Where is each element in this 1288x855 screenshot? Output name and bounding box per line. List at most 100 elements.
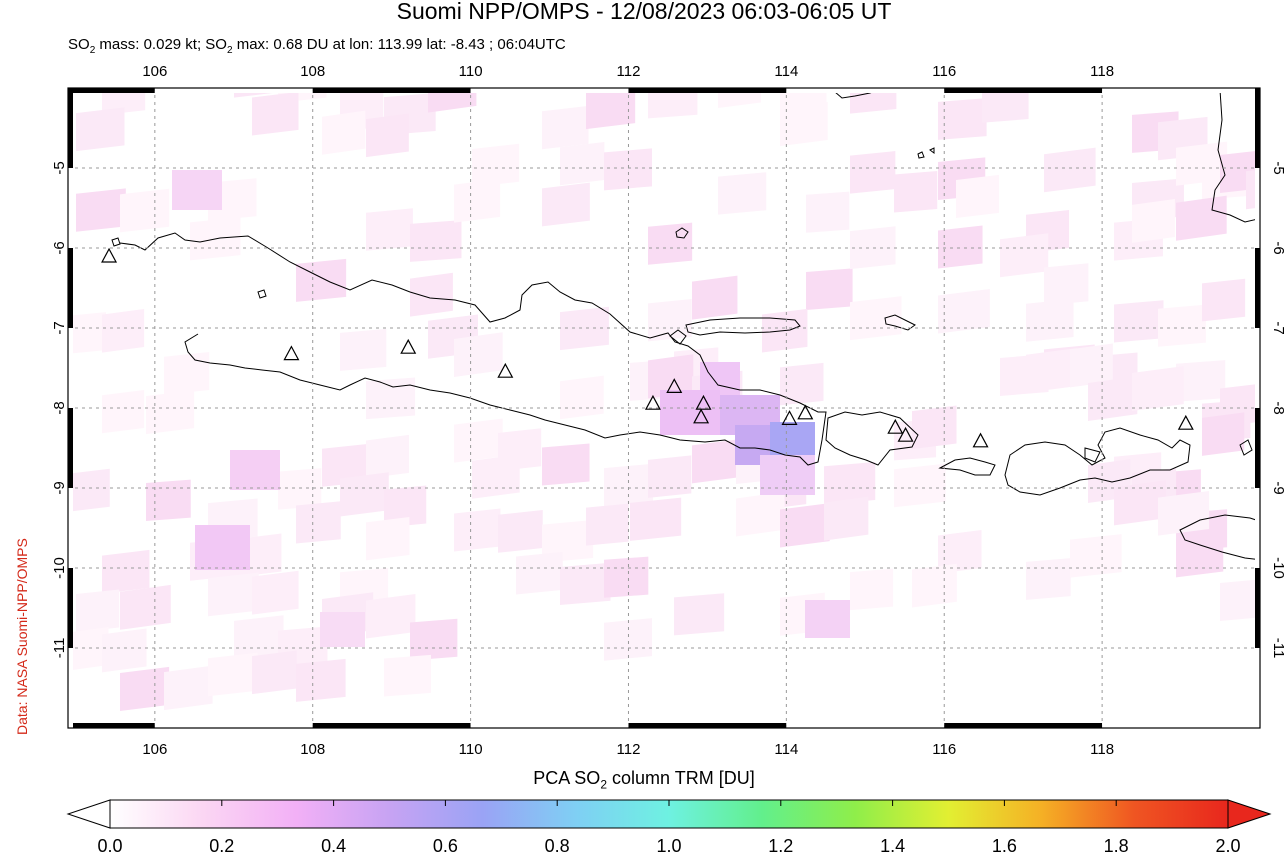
lon-tick-bottom: 112 [617,741,641,758]
frame-bar-left [68,328,73,408]
so2-pixel [1132,198,1175,243]
so2-pixel [1220,578,1260,621]
lat-tick-right: -11 [1270,638,1287,659]
so2-pixel [938,225,983,269]
so2-pixel [384,485,427,528]
so2-pixel [366,44,410,87]
chart-title: Suomi NPP/OMPS - 12/08/2023 06:03-06:05 … [396,0,892,24]
bali-coastline [825,411,919,466]
frame-bar-top [470,88,629,93]
colorbar-tick-label: 2.0 [1215,836,1240,855]
volcano-marker [666,378,683,393]
so2-pixel [982,88,1029,123]
volcano-markers [101,247,1194,448]
so2-pixel [208,652,258,697]
islet-4 [257,289,267,299]
frame-bar-bottom [312,723,471,728]
lon-tick-bottom: 110 [459,741,483,758]
so2-pixel [1132,366,1184,411]
so2-pixel [340,328,387,371]
frame-bar-right [1255,168,1260,248]
so2-pixel [648,88,698,119]
so2-pixel [76,589,120,633]
map-frame [67,87,1261,729]
so2-pixel [736,491,785,537]
lombok-coastline [938,457,996,476]
so2-pixel [1176,141,1228,186]
so2-pixel [1070,534,1122,578]
so2-pixel [410,272,453,317]
volcano-marker [497,362,514,378]
subtitle-mid1: mass: 0.029 kt; SO [95,36,227,53]
frame-bar-left [68,88,73,168]
so2-pixel [296,501,341,544]
so2-pixel [648,455,692,498]
lat-tick-left: -7 [51,321,68,334]
so2-pixel-layer [68,0,1270,712]
so2-pixel [542,520,594,563]
volcano-marker [972,432,989,448]
so2-pixel [1202,412,1245,456]
so2-pixel [1000,233,1049,278]
frame-bar-left [68,168,73,248]
lon-tick-bottom: 106 [142,741,167,758]
sulawesi-coastline [1211,89,1260,223]
frame-bar-left [68,488,73,568]
colorbar-tick-label: 1.4 [880,836,905,855]
so2-pixel [1000,39,1049,81]
so2-pixel [164,665,213,711]
so2-pixel [1220,0,1270,43]
so2-pixel [454,178,501,223]
so2-pixel-high [172,170,222,210]
so2-pixel [542,105,589,150]
so2-pixel [586,88,636,130]
chart-subtitle: SO2 mass: 0.029 kt; SO2 max: 0.68 DU at … [68,36,566,56]
frame-bar-left [68,568,73,648]
so2-pixel [894,170,938,213]
colorbar-tick-label: 0.2 [209,836,234,855]
so2-pixel [1114,44,1164,87]
so2-pixel [604,556,649,598]
lat-tick-left: -5 [51,161,68,174]
so2-pixel [472,454,520,499]
islet-6 [1239,439,1253,456]
so2-pixel [278,468,322,510]
lat-tick-right: -7 [1270,321,1287,334]
so2-pixel [630,497,682,541]
so2-pixel [1202,278,1246,322]
so2-pixel-high [230,450,280,490]
colorbar-tick-label: 0.8 [545,836,570,855]
so2-pixel [164,352,210,395]
so2-pixel-high [805,600,850,638]
so2-pixel [824,496,869,541]
colorbar-tick-label: 0.4 [321,836,346,855]
so2-pixel [780,503,830,548]
volcano-marker [887,418,904,434]
so2-pixel [1158,304,1206,347]
frame-bar-top [628,88,787,93]
so2-pixel-high [320,612,365,647]
madura-coastline [685,317,801,336]
frame-bar-right [1255,408,1260,488]
so2-pixel [780,101,828,147]
java-coastline [119,232,827,466]
lat-tick-left: -11 [51,638,68,659]
so2-pixel [102,390,145,434]
so2-pixel [366,434,409,479]
colorbar-tick-label: 0.0 [97,836,122,855]
subtitle-sub: 2 [89,45,96,56]
frame-bar-bottom [68,723,155,728]
frame-bar-bottom [1102,723,1260,728]
so2-pixel [868,1,916,45]
lon-tick-top: 116 [932,63,956,80]
so2-pixel [806,268,853,310]
so2-pixel [850,151,896,194]
so2-pixel [102,88,146,115]
so2-pixel [410,618,458,661]
so2-pixel [912,405,957,450]
so2-pixel [366,208,413,251]
so2-pixel [498,509,543,553]
so2-pixel [938,288,990,334]
volcano-marker [283,345,300,361]
